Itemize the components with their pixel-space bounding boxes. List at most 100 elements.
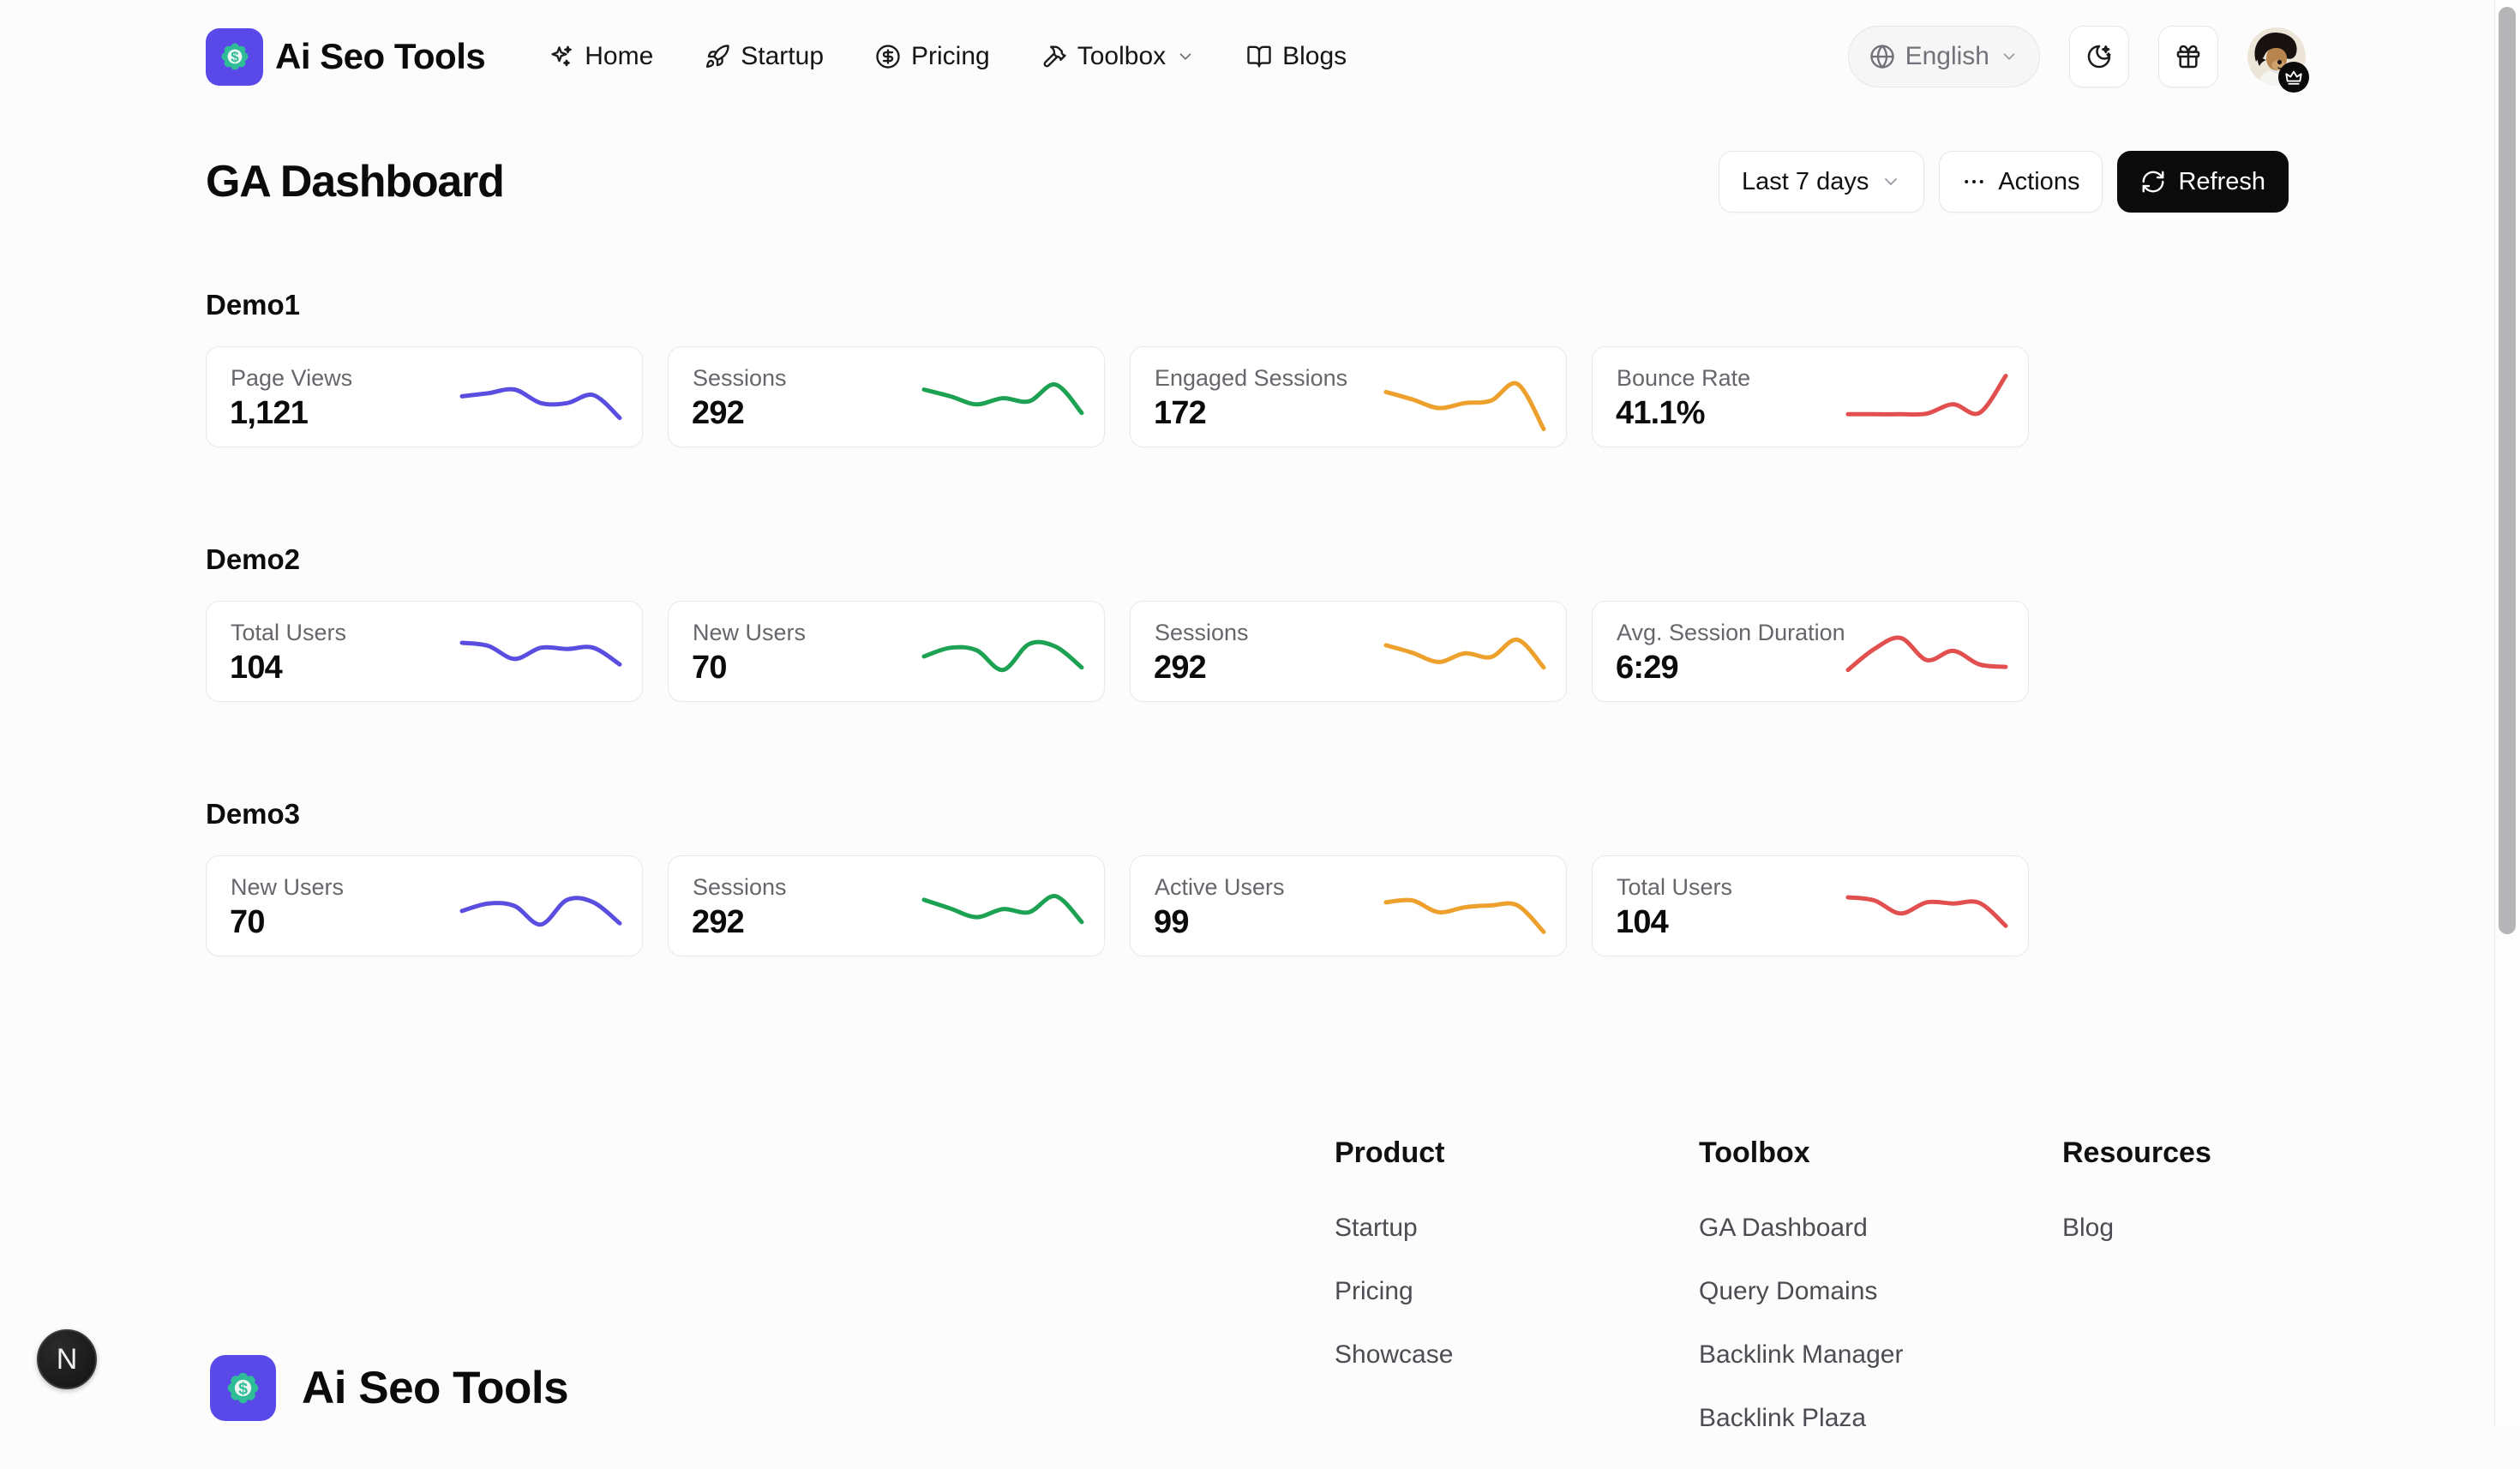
- tools-icon: [1043, 45, 1066, 68]
- stat-card-label: Total Users: [1617, 874, 1733, 900]
- crown-icon: [2285, 70, 2302, 85]
- footer-link[interactable]: Pricing: [1335, 1277, 1413, 1305]
- page-header-controls: Last 7 days Actions Refresh: [1719, 151, 2289, 213]
- stat-card-label: Sessions: [693, 365, 787, 391]
- stat-card-label: Sessions: [1155, 620, 1249, 645]
- nav-item-home[interactable]: Home: [549, 42, 653, 71]
- stat-card-value: 292: [1154, 650, 1207, 686]
- sparkline-chart: [921, 894, 1084, 925]
- sparkles-icon: [551, 45, 573, 67]
- date-range-label: Last 7 days: [1742, 167, 1869, 195]
- nextjs-dev-badge[interactable]: N: [37, 1329, 97, 1389]
- footer-link[interactable]: GA Dashboard: [1699, 1214, 1868, 1242]
- footer-link[interactable]: Blog: [2062, 1214, 2115, 1242]
- stat-card: New Users 70: [668, 601, 1105, 702]
- stats-section: Demo3 New Users 70 Sessions 292 Active U…: [206, 797, 2029, 956]
- refresh-button[interactable]: Refresh: [2117, 151, 2289, 213]
- brand-name: Ai Seo Tools: [275, 36, 486, 76]
- theme-toggle-button[interactable]: [2069, 26, 2129, 87]
- moon-stars-icon: [2087, 45, 2111, 69]
- actions-label: Actions: [1998, 167, 2080, 195]
- rewards-button[interactable]: [2158, 26, 2218, 87]
- page-title: GA Dashboard: [206, 157, 505, 207]
- nav-item-startup[interactable]: Startup: [705, 42, 824, 71]
- scrollbar-thumb[interactable]: [2499, 7, 2516, 934]
- stat-card: Active Users 99: [1130, 855, 1567, 956]
- stat-card-value: 172: [1154, 395, 1207, 431]
- stat-card: Sessions 292: [668, 346, 1105, 447]
- section-title: Demo2: [206, 543, 301, 575]
- footer-link[interactable]: Backlink Plaza: [1699, 1404, 1867, 1432]
- navbar: $ Ai Seo Tools Home Startup: [206, 0, 2309, 113]
- nav-item-toolbox[interactable]: Toolbox: [1041, 42, 1195, 71]
- footer-column: Product Startup Pricing Showcase: [1335, 1136, 1453, 1406]
- stat-card: Engaged Sessions 172: [1130, 346, 1567, 447]
- nav-item-label: Pricing: [911, 42, 990, 70]
- cards-grid: New Users 70 Sessions 292 Active Users 9…: [206, 855, 2029, 956]
- footer-brand-logo-icon: $: [210, 1355, 276, 1421]
- brand[interactable]: $ Ai Seo Tools: [206, 27, 486, 86]
- sparkline-chart: [459, 896, 622, 927]
- footer-column: Resources Blog: [2062, 1136, 2211, 1279]
- stat-card-label: Active Users: [1155, 874, 1285, 900]
- stat-card-value: 41.1%: [1616, 395, 1706, 431]
- stat-card-label: Avg. Session Duration: [1617, 620, 1845, 645]
- footer-column-title: Resources: [2062, 1136, 2211, 1169]
- nav-item-pricing[interactable]: Pricing: [875, 42, 990, 71]
- language-selector[interactable]: English: [1847, 26, 2040, 87]
- stat-card: Page Views 1,121: [206, 346, 643, 447]
- nav-item-label: Toolbox: [1077, 42, 1167, 70]
- footer-brand-name: Ai Seo Tools: [302, 1363, 569, 1413]
- refresh-icon: [2143, 171, 2164, 193]
- chevron-down-icon: [1885, 178, 1898, 185]
- date-range-select[interactable]: Last 7 days: [1719, 151, 1925, 213]
- brand-logo-icon: $: [206, 27, 263, 86]
- cards-grid: Page Views 1,121 Sessions 292 Engaged Se…: [206, 346, 2029, 447]
- sparkline-chart: [1845, 635, 2008, 673]
- footer-link[interactable]: Query Domains: [1699, 1277, 1878, 1305]
- stat-card-value: 292: [692, 904, 745, 940]
- stat-card-label: New Users: [231, 874, 345, 900]
- nav-item-blogs[interactable]: Blogs: [1246, 42, 1347, 71]
- stat-card-label: New Users: [693, 620, 807, 645]
- stat-card-label: Page Views: [231, 365, 353, 391]
- sparkline-chart: [1845, 895, 2008, 928]
- footer-brand[interactable]: $ Ai Seo Tools: [210, 1355, 569, 1421]
- svg-text:$: $: [231, 49, 239, 65]
- sparkline-chart: [921, 639, 1084, 673]
- sparkline-chart: [1383, 381, 1546, 432]
- footer-link[interactable]: Backlink Manager: [1699, 1340, 1904, 1369]
- stat-card: Avg. Session Duration 6:29: [1592, 601, 2029, 702]
- book-open-icon: [1247, 45, 1271, 68]
- stat-card-value: 6:29: [1616, 650, 1679, 686]
- stat-card-label: Engaged Sessions: [1155, 365, 1348, 391]
- chevron-down-icon: [2003, 53, 2015, 60]
- footer-link[interactable]: Showcase: [1335, 1340, 1454, 1369]
- stat-card-value: 99: [1154, 904, 1189, 940]
- nav-right-controls: English: [1847, 26, 2309, 93]
- stat-card-label: Bounce Rate: [1617, 365, 1751, 391]
- stat-card-value: 1,121: [230, 395, 309, 431]
- stat-card-value: 70: [230, 904, 265, 940]
- stat-card: Total Users 104: [206, 601, 643, 702]
- stat-card-value: 104: [1616, 904, 1669, 940]
- footer-link[interactable]: Startup: [1335, 1214, 1418, 1242]
- stat-card: New Users 70: [206, 855, 643, 956]
- stat-card-value: 292: [692, 395, 745, 431]
- nav-item-label: Startup: [741, 42, 825, 70]
- stat-card: Sessions 292: [668, 855, 1105, 956]
- refresh-label: Refresh: [2178, 167, 2265, 195]
- stat-card: Total Users 104: [1592, 855, 2029, 956]
- avatar-premium-badge: [2278, 62, 2309, 93]
- sparkline-chart: [921, 382, 1084, 416]
- actions-button[interactable]: Actions: [1939, 151, 2103, 213]
- cards-grid: Total Users 104 New Users 70 Sessions 29…: [206, 601, 2029, 702]
- sparkline-chart: [1383, 637, 1546, 670]
- page-header: GA Dashboard Last 7 days Actions Refresh: [206, 151, 2289, 213]
- stat-card: Bounce Rate 41.1%: [1592, 346, 2029, 447]
- user-avatar[interactable]: [2247, 27, 2309, 93]
- sparkline-chart: [459, 640, 622, 667]
- footer-column: Toolbox GA Dashboard Query Domains Backlin…: [1699, 1136, 1903, 1469]
- stat-card-label: Sessions: [693, 874, 787, 900]
- stat-card-value: 70: [692, 650, 727, 686]
